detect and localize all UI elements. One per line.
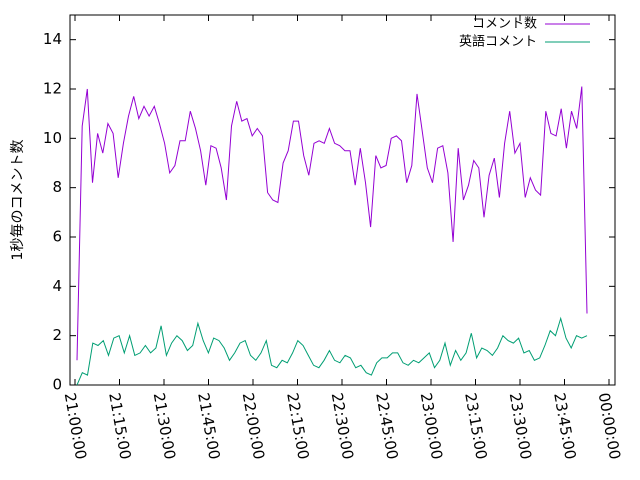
plot-frame: [69, 14, 616, 386]
x-tick-label: 23:15:00: [461, 391, 490, 460]
series-line-1: [76, 316, 588, 386]
y-tick-label: 10: [43, 129, 62, 147]
x-tick-label: 23:30:00: [506, 391, 535, 460]
x-tick-label: 22:45:00: [372, 391, 401, 460]
series-group: [76, 86, 588, 386]
x-tick-label: 21:00:00: [61, 391, 90, 460]
y-tick-label: 6: [52, 228, 62, 246]
x-tick-label: 23:00:00: [417, 391, 446, 460]
legend-label-1: 英語コメント: [459, 34, 537, 50]
legend-label-0: コメント数: [472, 17, 537, 32]
x-tick-label: 22:30:00: [328, 391, 357, 460]
x-tick-label: 23:45:00: [550, 391, 579, 460]
series-line-0: [76, 86, 588, 361]
y-tick-label: 2: [52, 326, 62, 344]
x-tick-label: 21:15:00: [105, 391, 134, 460]
y-tick-label: 8: [52, 178, 62, 196]
y-tick-label: 12: [43, 80, 62, 98]
x-tick-label: 21:45:00: [194, 391, 223, 460]
x-tick-label: 22:00:00: [239, 391, 268, 460]
y-tick-label: 14: [43, 30, 62, 48]
x-tick-label: 00:00:00: [595, 391, 624, 460]
x-axis: 21:00:00 21:15:00 21:30:00 21:45:00 22:00:00…: [61, 15, 624, 461]
x-tick-label: 22:15:00: [283, 391, 312, 460]
y-tick-label: 4: [52, 277, 62, 295]
y-axis-title: 1秒毎のコメント数: [10, 140, 26, 261]
x-tick-label: 21:30:00: [150, 391, 179, 460]
y-axis: 0 2 4 6 8 10 12 14: [43, 30, 615, 394]
y-tick-label: 0: [52, 376, 62, 394]
